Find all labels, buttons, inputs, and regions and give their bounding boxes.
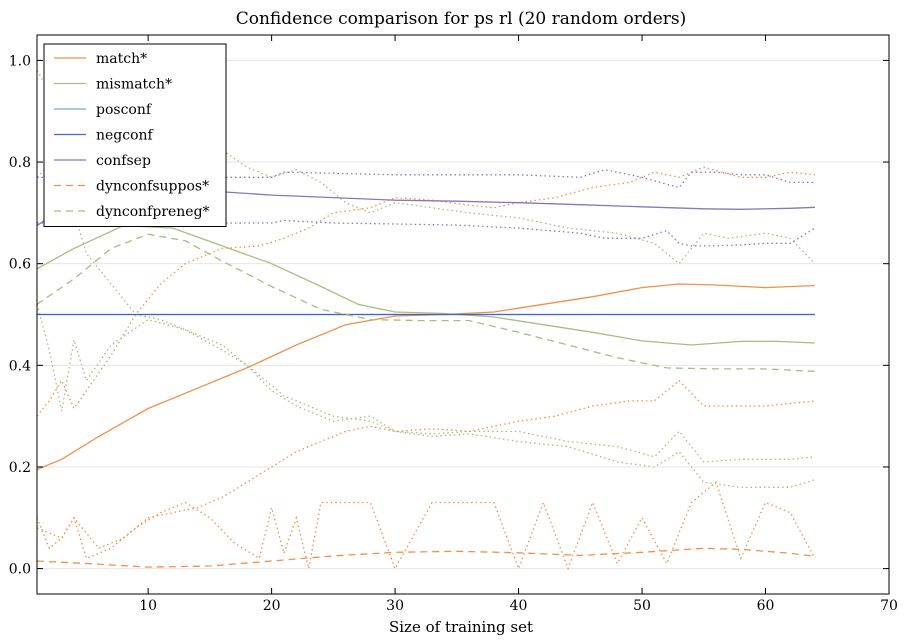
y-tick-label: 0.2 — [9, 460, 31, 476]
band-line — [36, 481, 816, 571]
y-tick-label: 0.8 — [9, 155, 31, 171]
x-tick-label: 30 — [386, 598, 404, 614]
series-line — [36, 283, 815, 471]
series-lines — [36, 189, 815, 568]
y-tick-label: 1.0 — [9, 53, 31, 69]
y-tick-label: 0.0 — [9, 562, 31, 578]
y-tick-label: 0.4 — [9, 358, 31, 374]
band-line — [37, 169, 815, 189]
legend-label: confsep — [96, 153, 151, 169]
y-tick-label: 0.6 — [9, 257, 31, 273]
x-tick-label: 50 — [633, 598, 651, 614]
band-line — [36, 166, 815, 417]
legend: match* mismatch* posconf negconf confsep dync… — [43, 43, 227, 227]
x-axis-label: Size of training set — [389, 618, 533, 636]
series-line — [36, 224, 815, 346]
legend-label: match* — [96, 51, 147, 67]
x-tick-label: 60 — [757, 598, 775, 614]
series-line — [36, 233, 815, 373]
band-line — [36, 379, 815, 550]
x-tick-label: 20 — [263, 598, 281, 614]
x-tick-label: 40 — [510, 598, 528, 614]
legend-label: negconf — [96, 128, 155, 144]
chart-title: Confidence comparison for ps rl (20 rand… — [236, 9, 687, 29]
band-line — [36, 304, 816, 488]
axis-ticks: 0.0 0.2 0.4 0.6 0.8 1.0 10 20 30 40 50 60 70 — [9, 35, 898, 614]
x-tick-label: 10 — [139, 598, 157, 614]
series-line — [36, 547, 815, 568]
legend-label: posconf — [96, 102, 153, 118]
x-tick-label: 70 — [880, 598, 898, 614]
legend-box — [43, 43, 227, 227]
legend-label: mismatch* — [96, 77, 172, 93]
plot-frame — [36, 34, 890, 595]
legend-label: dynconfsuppos* — [96, 179, 209, 195]
legend-label: dynconfpreneg* — [96, 204, 210, 220]
